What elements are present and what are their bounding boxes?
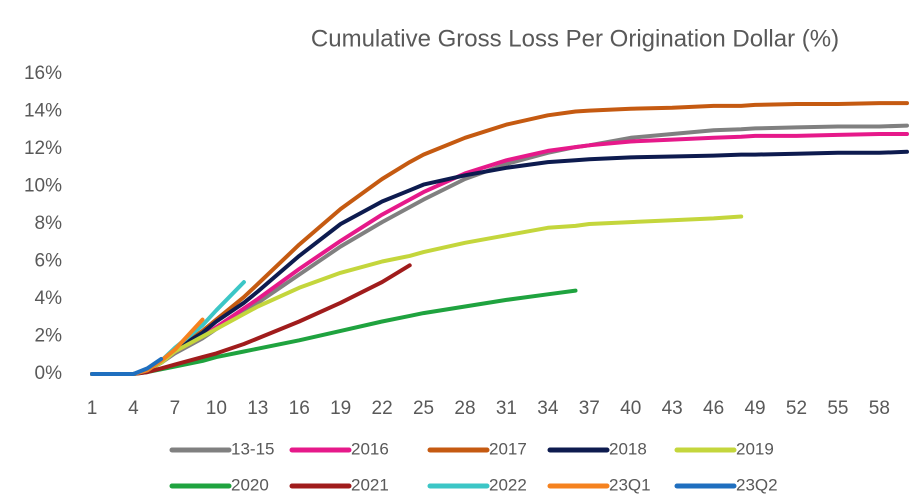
x-tick-label: 40 — [620, 398, 641, 419]
legend-label: 2018 — [609, 439, 647, 458]
legend-label: 13-15 — [231, 439, 274, 458]
legend-label: 2022 — [489, 475, 527, 494]
x-tick-label: 34 — [537, 398, 559, 419]
y-tick-label: 12% — [24, 138, 62, 159]
y-tick-label: 8% — [35, 213, 63, 234]
x-tick-label: 10 — [206, 398, 227, 419]
x-tick-label: 13 — [247, 398, 268, 419]
legend-label: 2016 — [351, 439, 389, 458]
x-tick-label: 58 — [869, 398, 890, 419]
legend-label: 23Q2 — [736, 475, 778, 494]
x-tick-label: 31 — [496, 398, 517, 419]
legend-label: 23Q1 — [609, 475, 651, 494]
series-line — [90, 149, 909, 376]
y-tick-label: 2% — [35, 326, 63, 347]
y-tick-label: 4% — [35, 288, 63, 309]
legend-label: 2017 — [489, 439, 527, 458]
legend-label: 2019 — [736, 439, 774, 458]
x-tick-label: 49 — [744, 398, 765, 419]
x-tick-label: 19 — [330, 398, 351, 419]
legend-label: 2021 — [351, 475, 389, 494]
x-tick-label: 16 — [289, 398, 310, 419]
legend-label: 2020 — [231, 475, 269, 494]
series-line — [90, 263, 412, 376]
series-line — [90, 357, 164, 376]
x-tick-label: 28 — [454, 398, 475, 419]
y-tick-label: 0% — [35, 363, 63, 384]
x-tick-label: 4 — [128, 398, 139, 419]
x-tick-label: 55 — [827, 398, 848, 419]
x-tick-label: 46 — [703, 398, 724, 419]
x-tick-label: 7 — [170, 398, 181, 419]
x-tick-label: 1 — [87, 398, 98, 419]
x-tick-label: 43 — [662, 398, 683, 419]
series-line — [90, 214, 744, 376]
chart-title: Cumulative Gross Loss Per Origination Do… — [311, 25, 839, 52]
x-tick-label: 22 — [372, 398, 393, 419]
y-tick-label: 16% — [24, 63, 62, 84]
x-tick-label: 52 — [786, 398, 807, 419]
y-tick-label: 10% — [24, 176, 62, 197]
y-tick-label: 6% — [35, 251, 63, 272]
y-tick-label: 14% — [24, 101, 62, 122]
x-tick-label: 25 — [413, 398, 434, 419]
x-tick-label: 37 — [579, 398, 600, 419]
